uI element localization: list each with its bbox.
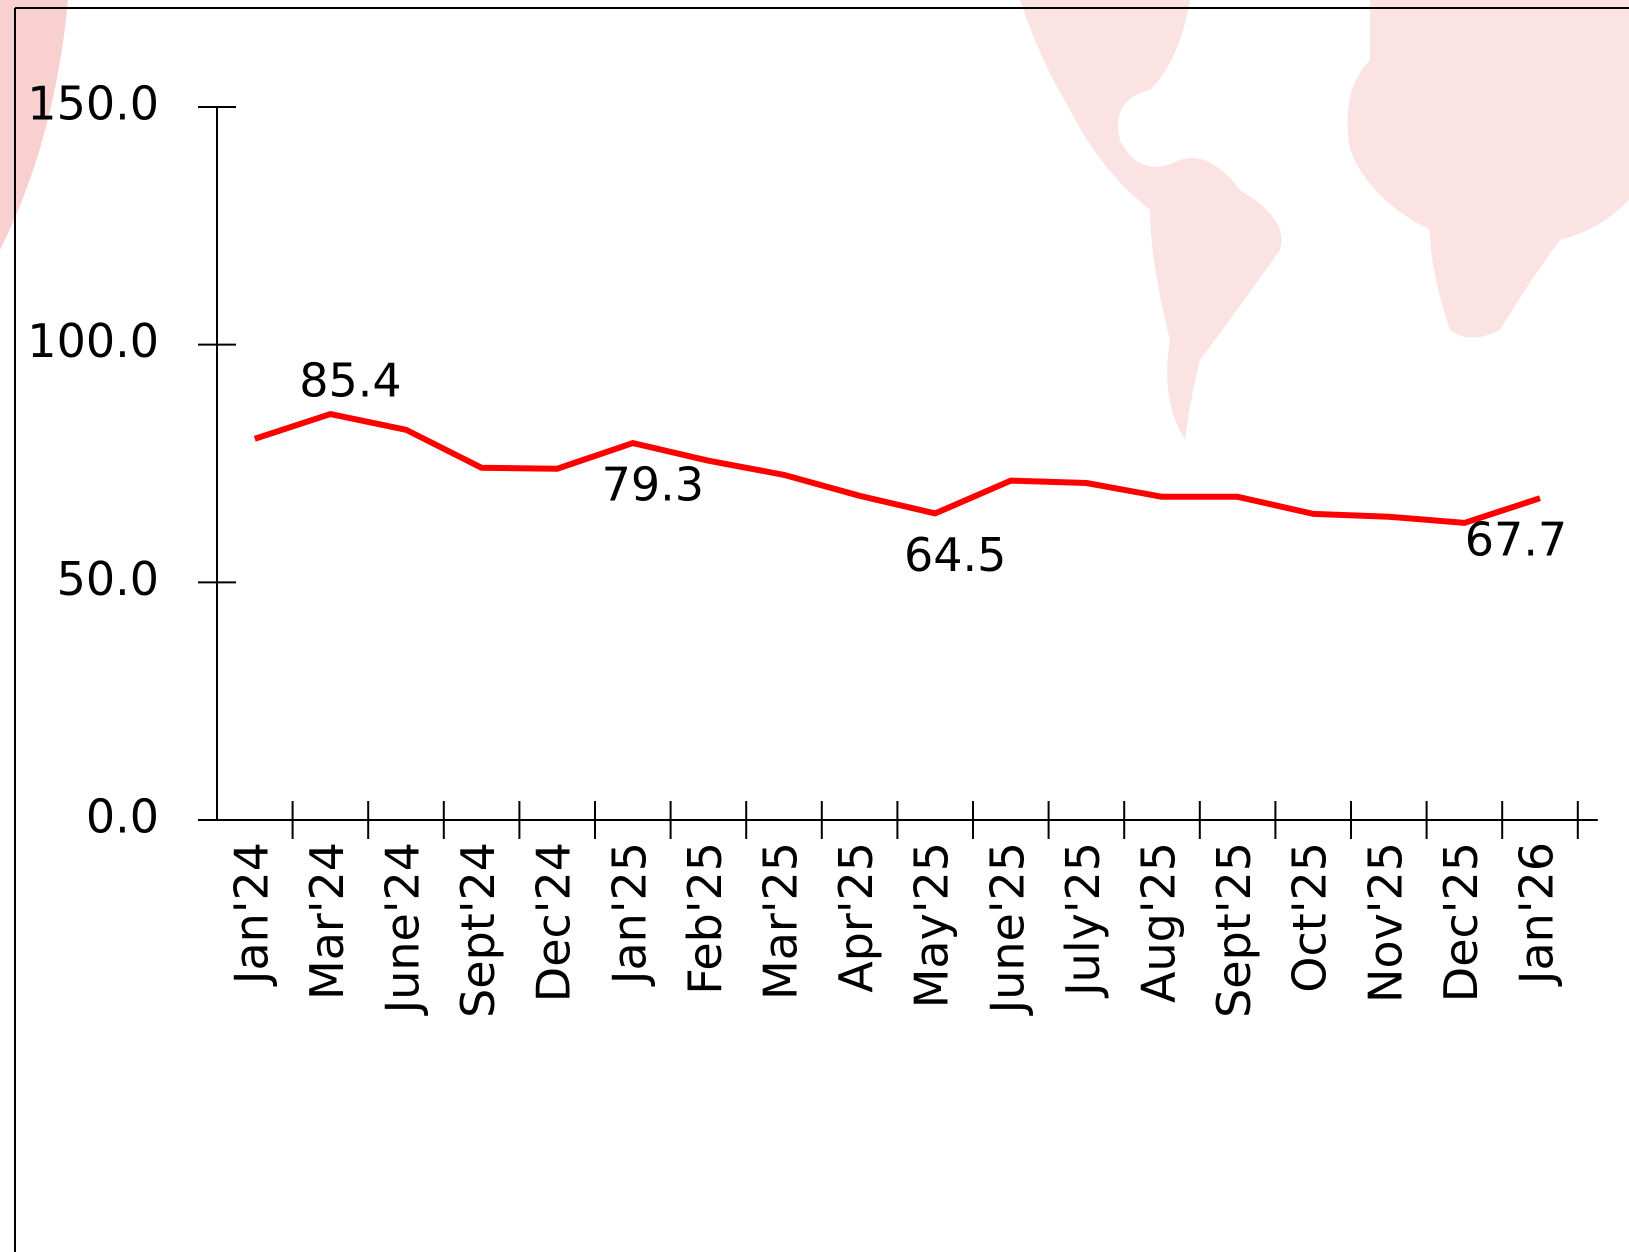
x-tick-label: Sept'24 bbox=[451, 842, 505, 1018]
y-tick-label: 0.0 bbox=[86, 790, 159, 844]
x-tick-label: Jan'25 bbox=[602, 842, 656, 987]
background-map bbox=[0, 0, 1629, 440]
line-series bbox=[253, 411, 1541, 526]
x-tick-label: Oct'25 bbox=[1283, 842, 1337, 993]
y-tick-label: 50.0 bbox=[57, 552, 159, 606]
x-tick-label: Jan'24 bbox=[224, 842, 278, 987]
x-tick-label: Nov'25 bbox=[1358, 842, 1412, 1003]
x-tick-label: June'24 bbox=[376, 842, 430, 1016]
x-tick-label: Dec'24 bbox=[527, 842, 581, 1002]
x-tick-label: Mar'24 bbox=[300, 842, 354, 1000]
data-label: 67.7 bbox=[1465, 513, 1567, 567]
x-tick-label: May'25 bbox=[905, 842, 959, 1008]
x-tick-label: June'25 bbox=[980, 842, 1034, 1016]
data-label: 64.5 bbox=[904, 528, 1006, 582]
x-tick-label: Dec'25 bbox=[1434, 842, 1488, 1002]
x-tick-label: Mar'25 bbox=[754, 842, 808, 1000]
x-tick-label: July'25 bbox=[1056, 842, 1110, 999]
x-tick-label: Aug'25 bbox=[1132, 842, 1186, 1003]
data-label: 85.4 bbox=[299, 354, 401, 408]
x-tick-label: Sept'25 bbox=[1207, 842, 1261, 1018]
y-tick-label: 100.0 bbox=[27, 314, 159, 368]
data-label: 79.3 bbox=[602, 458, 704, 512]
x-tick-label: Apr'25 bbox=[829, 842, 883, 993]
x-tick-label: Jan'26 bbox=[1510, 842, 1564, 987]
x-tick-label: Feb'25 bbox=[678, 842, 732, 995]
y-tick-label: 150.0 bbox=[27, 77, 159, 131]
